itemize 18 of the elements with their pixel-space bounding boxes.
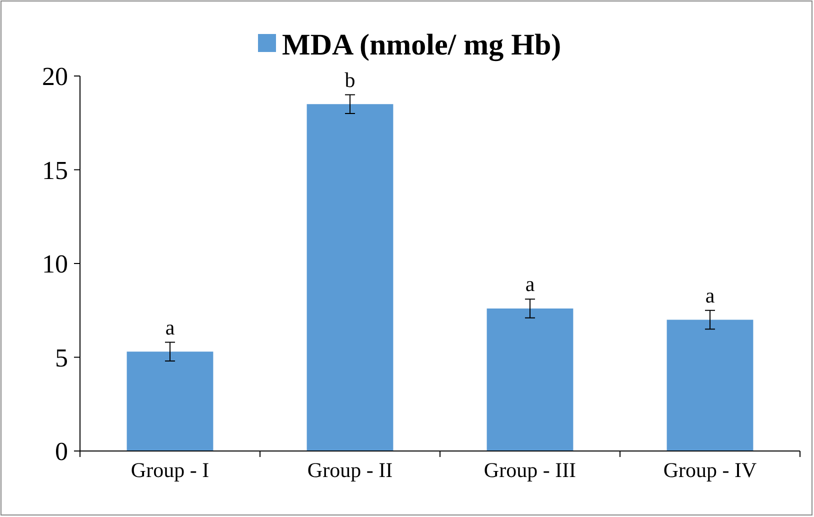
y-tick-label: 10 xyxy=(42,250,68,279)
x-tick-label: Group - III xyxy=(484,458,576,482)
x-tick-label: Group - II xyxy=(307,458,393,482)
y-tick-label: 0 xyxy=(55,437,68,466)
annotation: a xyxy=(525,272,536,296)
y-tick-label: 15 xyxy=(42,156,68,185)
annotation: a xyxy=(705,283,716,308)
x-tick-label: Group - I xyxy=(130,458,210,482)
bar xyxy=(666,320,754,451)
annotation: b xyxy=(344,68,356,92)
bar xyxy=(486,308,574,451)
annotation: a xyxy=(165,315,176,340)
y-tick-label: 20 xyxy=(42,62,68,92)
x-tick-label: Group - IV xyxy=(663,458,757,482)
legend-label: MDA (nmole/ mg Hb) xyxy=(282,28,562,62)
bar xyxy=(306,104,394,451)
bar xyxy=(126,352,214,451)
y-tick-label: 5 xyxy=(55,343,68,372)
